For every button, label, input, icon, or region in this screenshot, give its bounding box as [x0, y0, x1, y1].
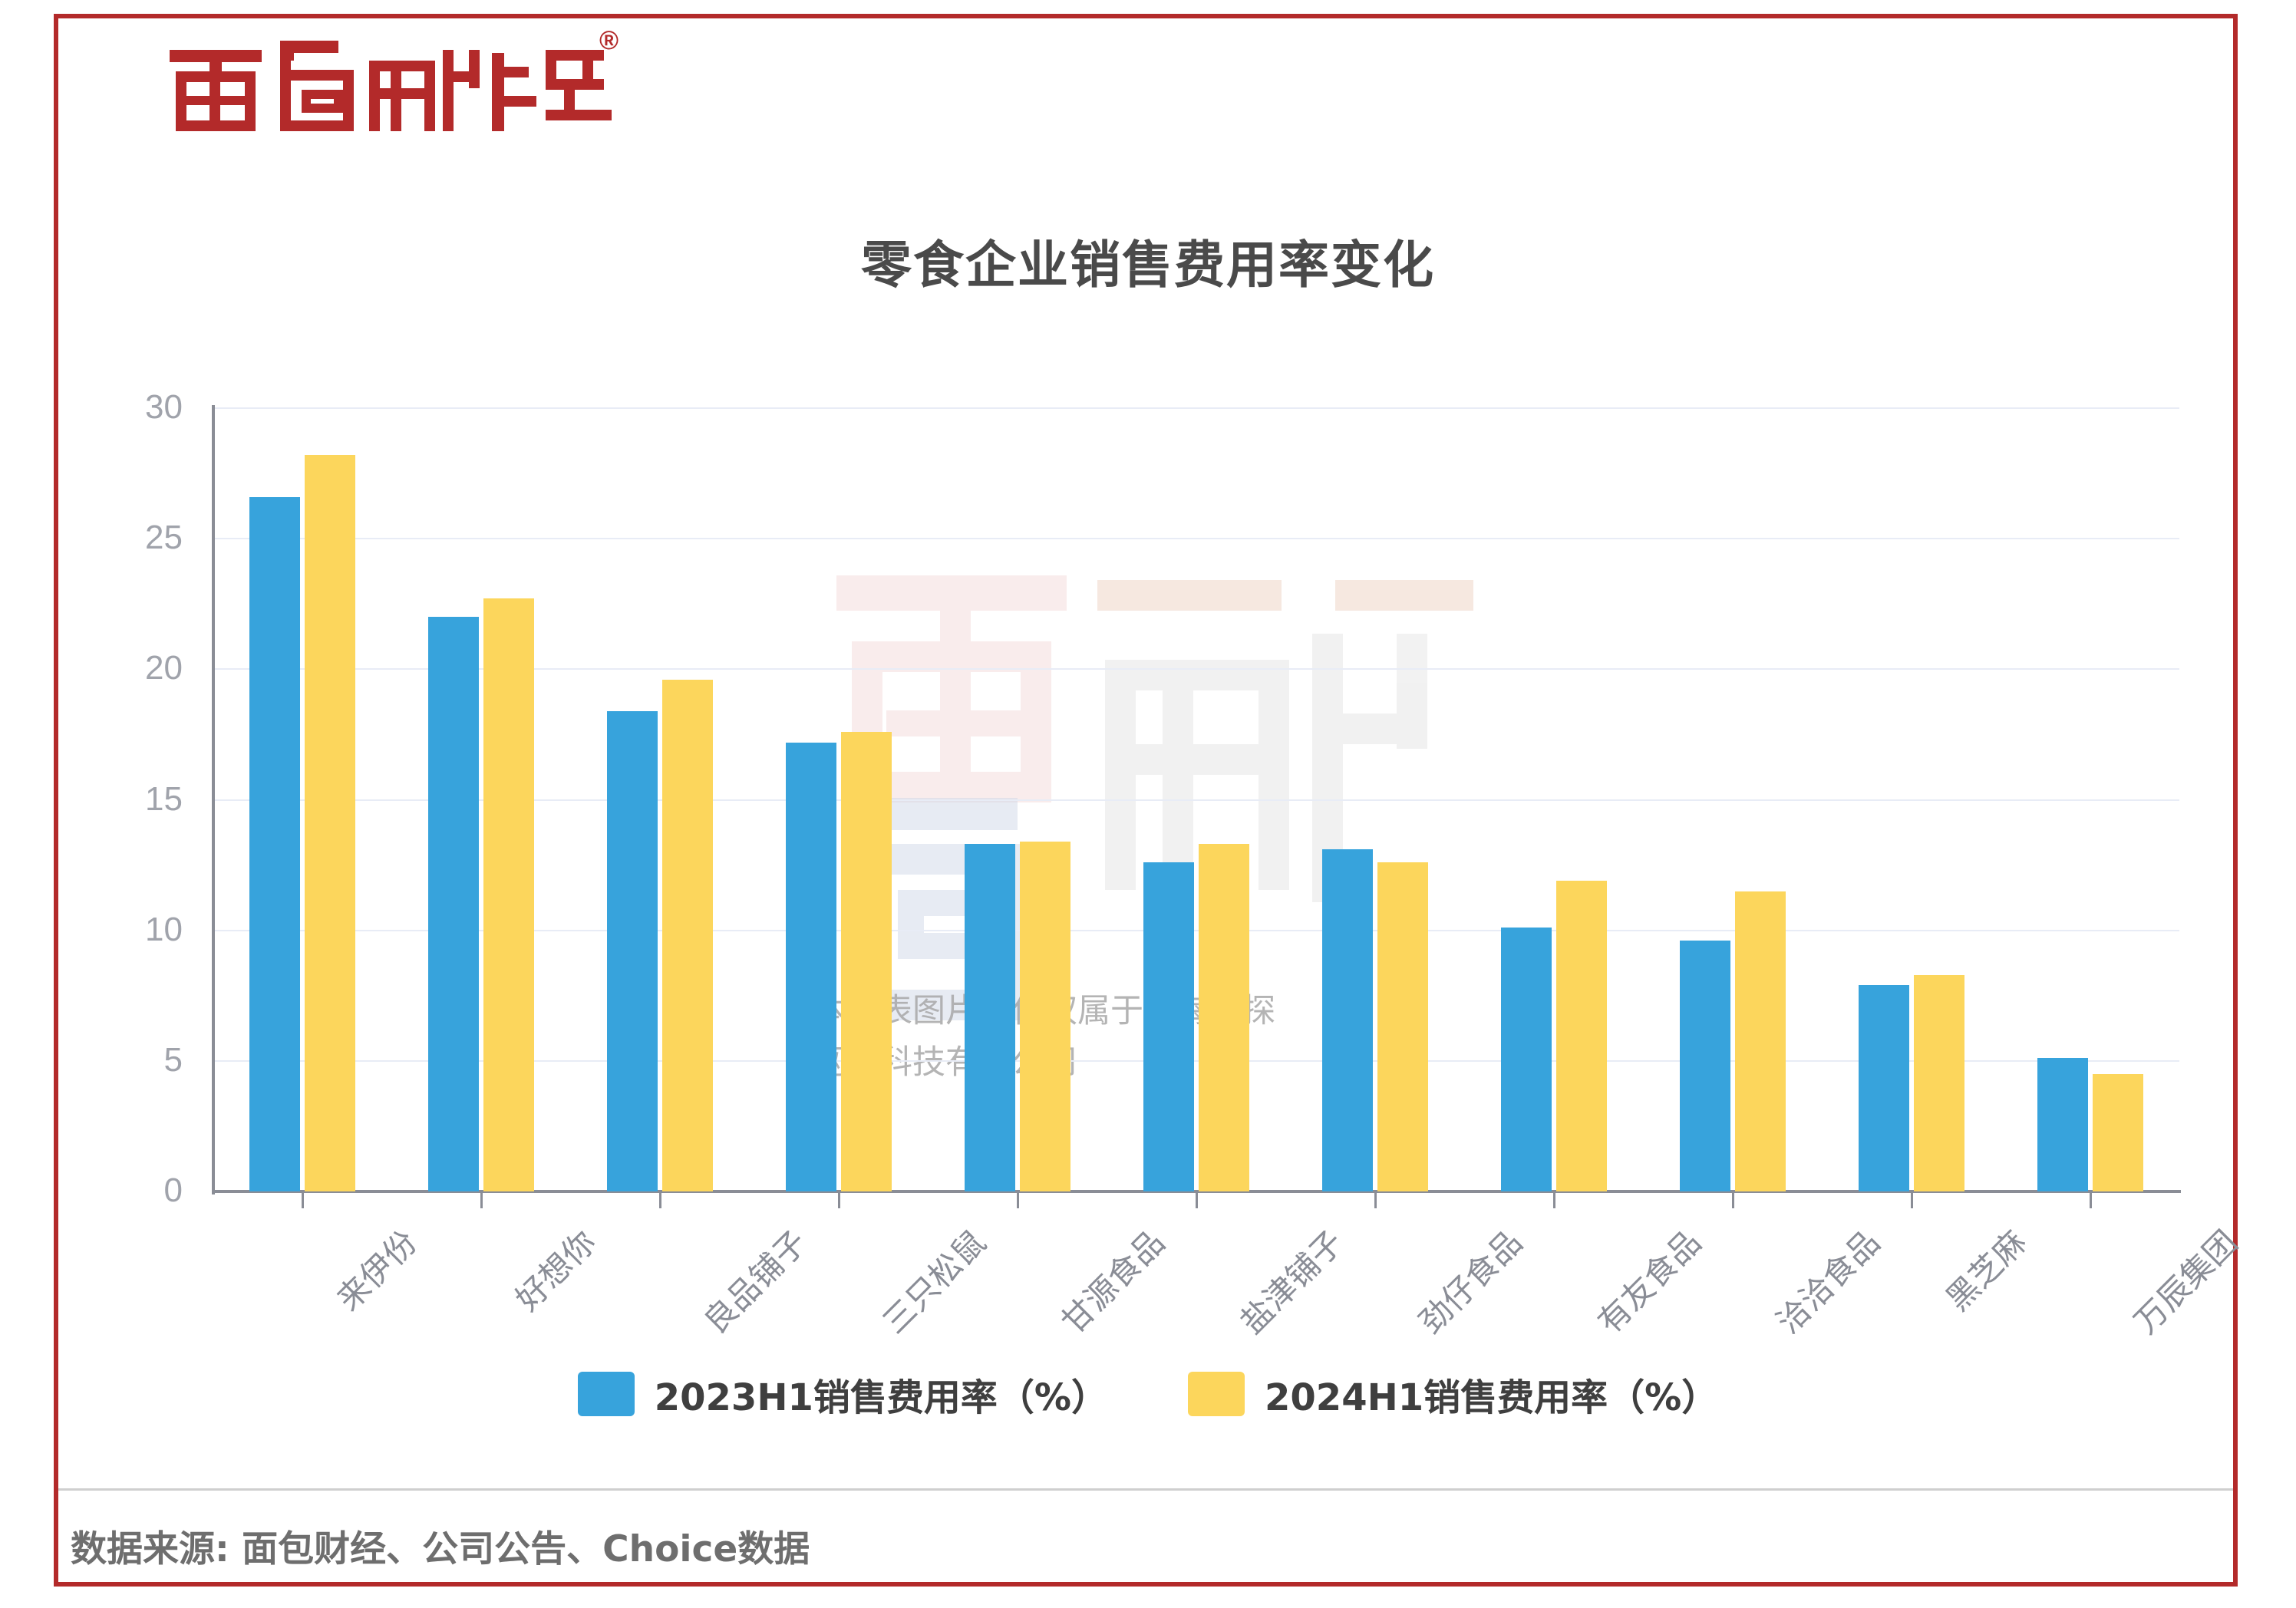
registered-trademark-icon: ® — [599, 26, 619, 55]
legend-item-2024h1[interactable]: 2024H1销售费用率（%） — [1188, 1367, 1718, 1421]
data-source-note: 数据来源: 面包财经、公司公告、Choice数据 — [71, 1528, 810, 1570]
footer-divider — [58, 1488, 2233, 1491]
legend-color-swatch — [577, 1372, 635, 1416]
legend-label: 2024H1销售费用率（%） — [1265, 1376, 1719, 1419]
chart-legend: 2023H1销售费用率（%） 2024H1销售费用率（%） — [0, 1367, 2296, 1421]
brand-logo: ® — [165, 23, 619, 146]
legend-label: 2023H1销售费用率（%） — [654, 1376, 1108, 1419]
legend-item-2023h1[interactable]: 2023H1销售费用率（%） — [577, 1367, 1108, 1421]
mianbao-caijing-logo-icon — [170, 41, 612, 131]
legend-color-swatch — [1188, 1372, 1245, 1416]
chart-title: 零食企业销售费用率变化 — [861, 236, 1435, 295]
